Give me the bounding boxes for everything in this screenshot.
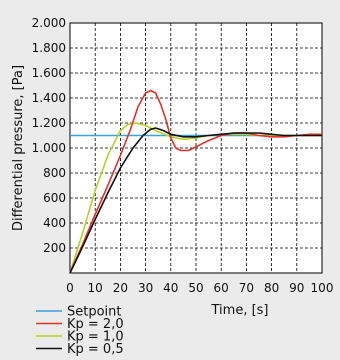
x-axis-title: Time, [s] (211, 303, 269, 318)
x-tick-label: 10 (88, 281, 103, 295)
y-tick-labels: 200 400 600 800 1.000 1.200 1.400 1.600 1.800 2.0… (32, 16, 66, 255)
y-tick-label: 1.400 (32, 91, 66, 105)
x-tick-label: 100 (311, 281, 334, 295)
x-tick-label: 40 (163, 281, 178, 295)
series-line-kp-0-5 (69, 127, 322, 274)
y-tick-label: 1.800 (32, 41, 66, 55)
legend-label: Setpoint (67, 305, 122, 320)
y-tick-label: 1.600 (32, 66, 66, 80)
x-tick-label: 50 (188, 281, 203, 295)
x-tick-label: 60 (214, 281, 229, 295)
y-tick-label: 400 (43, 216, 66, 230)
x-tick-label: 20 (113, 281, 128, 295)
y-tick-label: 200 (43, 241, 66, 255)
legend-label: Kp = 1,0 (67, 330, 124, 345)
x-tick-labels: 0 10 20 30 40 50 60 70 80 90 100 (66, 281, 333, 295)
x-tick-label: 0 (66, 281, 74, 295)
x-tick-label: 80 (264, 281, 279, 295)
series-lines (69, 89, 322, 274)
y-tick-label: 1.000 (32, 141, 66, 155)
y-axis-title: Differential pressure, [Pa] (11, 65, 26, 231)
x-tick-label: 70 (239, 281, 254, 295)
x-tick-label: 30 (138, 281, 153, 295)
grid (70, 23, 322, 273)
y-tick-label: 1.200 (32, 116, 66, 130)
x-tick-label: 90 (289, 281, 304, 295)
legend-label: Kp = 2,0 (67, 317, 124, 332)
y-tick-label: 600 (43, 191, 66, 205)
legend-label: Kp = 0,5 (67, 342, 124, 357)
y-tick-label: 2.000 (32, 16, 66, 30)
series-line-kp-2-0 (69, 89, 322, 274)
y-tick-label: 800 (43, 166, 66, 180)
